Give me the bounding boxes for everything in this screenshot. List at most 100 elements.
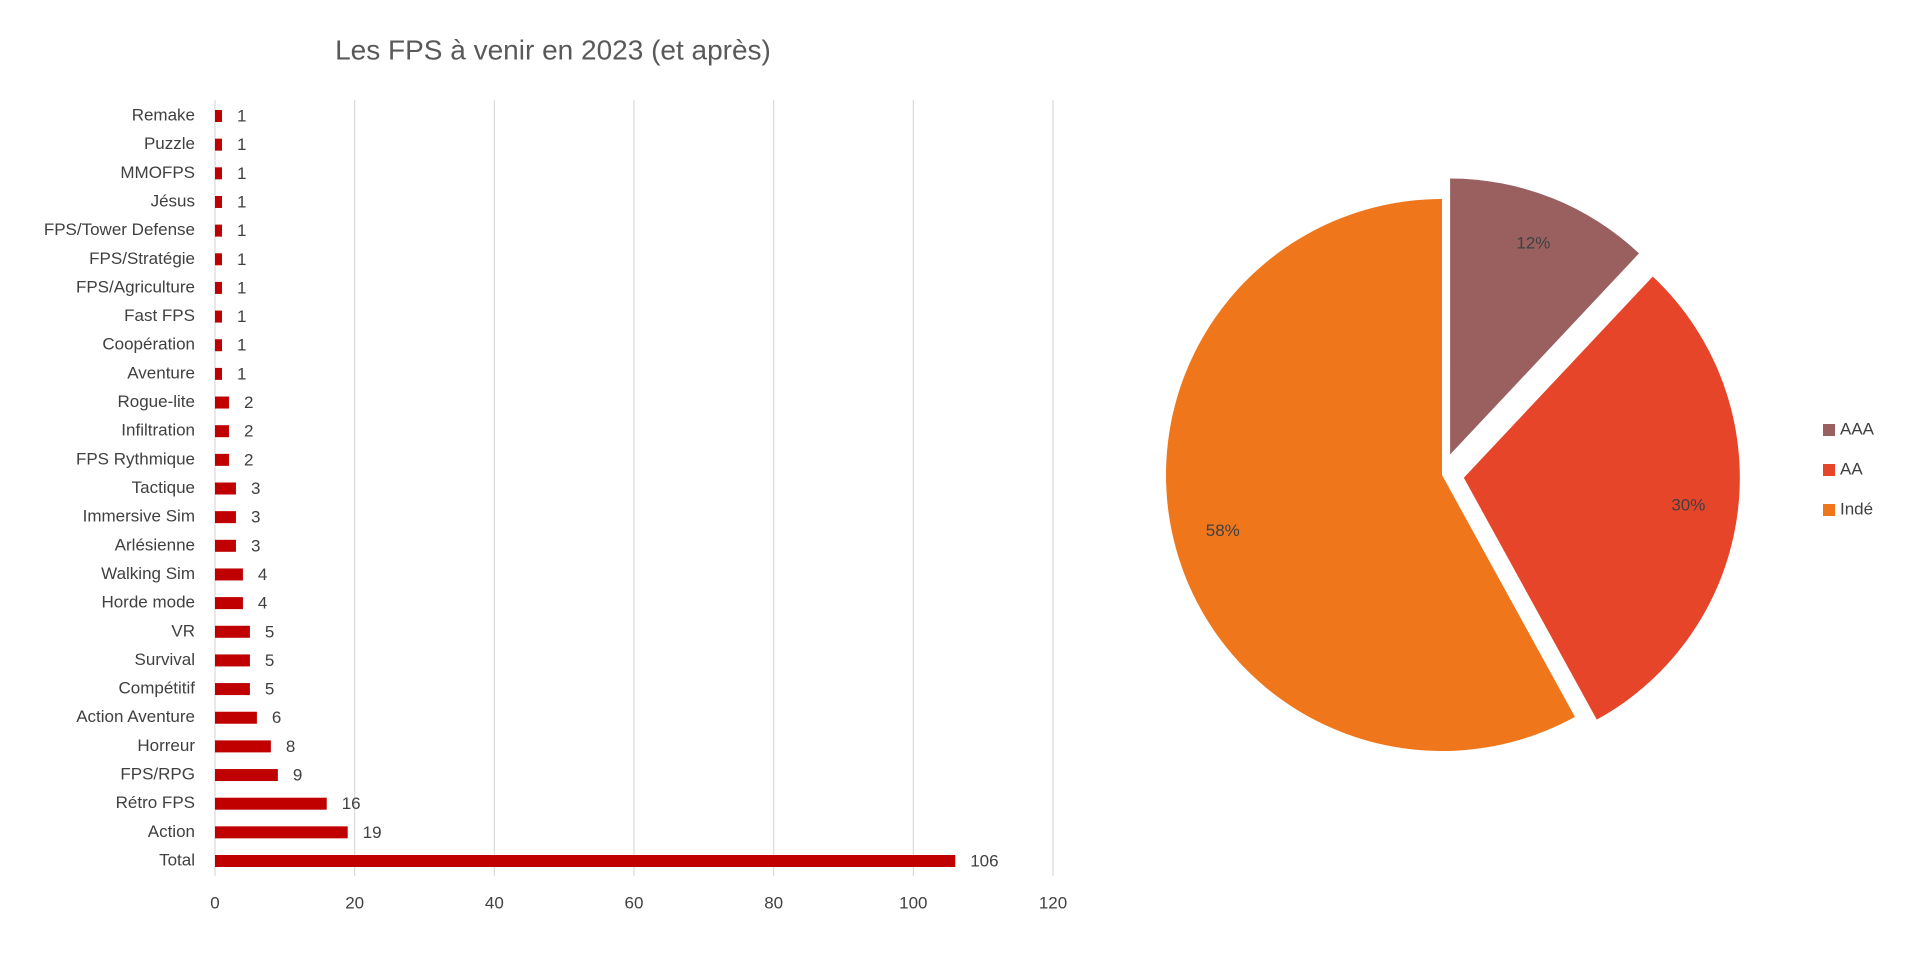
data-label: 1 xyxy=(237,336,246,355)
data-label: 2 xyxy=(244,393,253,412)
y-tick-label: Infiltration xyxy=(121,421,195,440)
legend-swatch xyxy=(1823,424,1835,436)
y-tick-label: Arlésienne xyxy=(115,535,195,554)
pie-slice xyxy=(1166,199,1575,751)
legend-label: AAA xyxy=(1840,419,1875,438)
y-tick-label: Walking Sim xyxy=(101,564,195,583)
bar xyxy=(215,339,222,352)
y-tick-label: Puzzle xyxy=(144,134,195,153)
bar xyxy=(215,797,327,810)
y-tick-label: Survival xyxy=(135,650,195,669)
y-tick-label: Fast FPS xyxy=(124,306,195,325)
legend-label: Indé xyxy=(1840,499,1873,518)
bar xyxy=(215,396,229,409)
data-label: 1 xyxy=(237,364,246,383)
y-tick-label: MMOFPS xyxy=(120,163,195,182)
bar xyxy=(215,683,250,696)
data-label: 106 xyxy=(970,851,998,870)
x-tick-label: 100 xyxy=(899,893,927,912)
y-tick-label: Rogue-lite xyxy=(118,392,196,411)
data-label: 30% xyxy=(1671,496,1705,515)
y-tick-label: FPS Rythmique xyxy=(76,449,195,468)
bar xyxy=(215,740,271,753)
bar xyxy=(215,539,236,552)
bar xyxy=(215,367,222,380)
data-label: 1 xyxy=(237,135,246,154)
data-label: 2 xyxy=(244,422,253,441)
data-label: 19 xyxy=(363,823,382,842)
data-label: 4 xyxy=(258,594,267,613)
y-tick-label: Aventure xyxy=(127,363,195,382)
bar xyxy=(215,482,236,495)
y-tick-label: Action xyxy=(148,822,195,841)
y-tick-label: Immersive Sim xyxy=(83,507,195,526)
y-tick-label: FPS/Stratégie xyxy=(89,249,195,268)
chart-title: Les FPS à venir en 2023 (et après) xyxy=(335,34,771,65)
bar xyxy=(215,453,229,466)
y-tick-label: Remake xyxy=(132,105,195,124)
data-label: 1 xyxy=(237,106,246,125)
data-label: 5 xyxy=(265,651,274,670)
y-tick-label: Horde mode xyxy=(101,593,195,612)
data-label: 1 xyxy=(237,250,246,269)
bar xyxy=(215,711,257,724)
x-tick-label: 120 xyxy=(1039,893,1067,912)
legend-label: AA xyxy=(1840,459,1863,478)
bar xyxy=(215,195,222,208)
y-tick-label: Jésus xyxy=(151,191,195,210)
y-tick-label: Rétro FPS xyxy=(116,793,195,812)
bar xyxy=(215,654,250,667)
data-label: 2 xyxy=(244,450,253,469)
bar xyxy=(215,310,222,323)
y-tick-label: FPS/Tower Defense xyxy=(44,220,195,239)
pie-slice xyxy=(1450,178,1640,455)
data-label: 16 xyxy=(342,794,361,813)
legend-swatch xyxy=(1823,504,1835,516)
bar xyxy=(215,110,222,122)
y-tick-label: Coopération xyxy=(102,335,195,354)
data-label: 1 xyxy=(237,221,246,240)
bar xyxy=(215,568,243,581)
data-label: 5 xyxy=(265,622,274,641)
x-tick-label: 80 xyxy=(764,893,783,912)
data-label: 1 xyxy=(237,278,246,297)
data-label: 3 xyxy=(251,508,260,527)
bar xyxy=(215,826,348,839)
bar xyxy=(215,425,229,438)
data-label: 8 xyxy=(286,737,295,756)
data-label: 9 xyxy=(293,766,302,785)
x-tick-label: 0 xyxy=(210,893,219,912)
bar xyxy=(215,281,222,294)
bar xyxy=(215,855,956,867)
pie-slice xyxy=(1463,276,1740,720)
x-tick-label: 40 xyxy=(485,893,504,912)
data-label: 1 xyxy=(237,192,246,211)
bar xyxy=(215,511,236,524)
y-tick-label: Compétitif xyxy=(118,679,195,698)
data-label: 4 xyxy=(258,565,267,584)
y-tick-label: FPS/Agriculture xyxy=(76,277,195,296)
y-tick-label: FPS/RPG xyxy=(120,765,195,784)
data-label: 1 xyxy=(237,164,246,183)
data-label: 1 xyxy=(237,307,246,326)
bar xyxy=(215,253,222,266)
legend-swatch xyxy=(1823,464,1835,476)
bar xyxy=(215,769,278,782)
data-label: 3 xyxy=(251,536,260,555)
y-tick-label: VR xyxy=(171,621,195,640)
x-tick-label: 60 xyxy=(625,893,644,912)
bar xyxy=(215,597,243,610)
bar xyxy=(215,167,222,180)
x-tick-label: 20 xyxy=(345,893,364,912)
y-tick-label: Horreur xyxy=(137,736,195,755)
data-label: 12% xyxy=(1516,234,1550,253)
data-label: 5 xyxy=(265,680,274,699)
y-tick-label: Total xyxy=(159,850,195,869)
y-tick-label: Tactique xyxy=(132,478,195,497)
data-label: 58% xyxy=(1206,521,1240,540)
bar xyxy=(215,224,222,237)
data-label: 6 xyxy=(272,708,281,727)
y-tick-label: Action Aventure xyxy=(76,707,195,726)
data-label: 3 xyxy=(251,479,260,498)
